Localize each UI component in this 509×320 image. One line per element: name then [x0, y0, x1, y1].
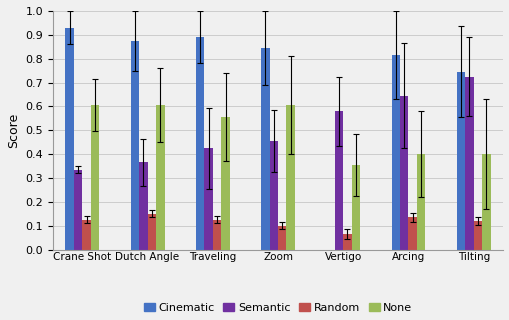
Bar: [91, 105, 99, 250]
Bar: [195, 37, 204, 250]
Bar: [343, 234, 351, 250]
Bar: [473, 221, 481, 250]
Bar: [351, 165, 359, 250]
Bar: [139, 163, 147, 250]
Bar: [416, 154, 425, 250]
Legend: Cinematic, Semantic, Random, None: Cinematic, Semantic, Random, None: [139, 298, 416, 317]
Bar: [82, 220, 91, 250]
Bar: [286, 105, 294, 250]
Bar: [74, 170, 82, 250]
Bar: [456, 72, 464, 250]
Bar: [204, 148, 212, 250]
Bar: [261, 48, 269, 250]
Y-axis label: Score: Score: [7, 113, 20, 148]
Bar: [130, 41, 139, 250]
Bar: [481, 154, 490, 250]
Bar: [156, 105, 164, 250]
Bar: [65, 28, 74, 250]
Bar: [391, 55, 399, 250]
Bar: [212, 220, 221, 250]
Bar: [399, 96, 408, 250]
Bar: [221, 117, 229, 250]
Bar: [147, 214, 156, 250]
Bar: [269, 141, 277, 250]
Bar: [277, 226, 286, 250]
Bar: [464, 76, 473, 250]
Bar: [408, 217, 416, 250]
Bar: [334, 111, 343, 250]
